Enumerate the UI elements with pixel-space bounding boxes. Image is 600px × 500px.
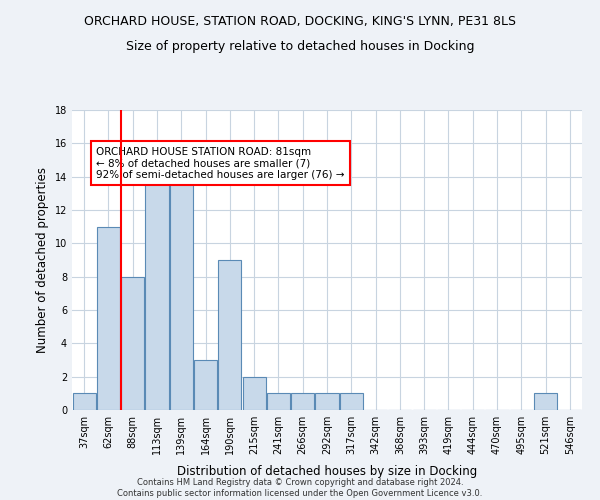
Bar bbox=[121, 276, 144, 410]
Bar bbox=[194, 360, 217, 410]
Bar bbox=[340, 394, 363, 410]
Bar bbox=[242, 376, 266, 410]
Y-axis label: Number of detached properties: Number of detached properties bbox=[36, 167, 49, 353]
Bar bbox=[145, 160, 169, 410]
Bar bbox=[267, 394, 290, 410]
Text: ORCHARD HOUSE STATION ROAD: 81sqm
← 8% of detached houses are smaller (7)
92% of: ORCHARD HOUSE STATION ROAD: 81sqm ← 8% o… bbox=[96, 146, 345, 180]
Bar bbox=[291, 394, 314, 410]
Bar bbox=[534, 394, 557, 410]
Text: Contains HM Land Registry data © Crown copyright and database right 2024.
Contai: Contains HM Land Registry data © Crown c… bbox=[118, 478, 482, 498]
Bar bbox=[97, 226, 120, 410]
Text: Size of property relative to detached houses in Docking: Size of property relative to detached ho… bbox=[126, 40, 474, 53]
X-axis label: Distribution of detached houses by size in Docking: Distribution of detached houses by size … bbox=[177, 466, 477, 478]
Text: ORCHARD HOUSE, STATION ROAD, DOCKING, KING'S LYNN, PE31 8LS: ORCHARD HOUSE, STATION ROAD, DOCKING, KI… bbox=[84, 15, 516, 28]
Bar bbox=[73, 394, 95, 410]
Bar bbox=[170, 160, 193, 410]
Bar bbox=[218, 260, 241, 410]
Bar bbox=[316, 394, 338, 410]
